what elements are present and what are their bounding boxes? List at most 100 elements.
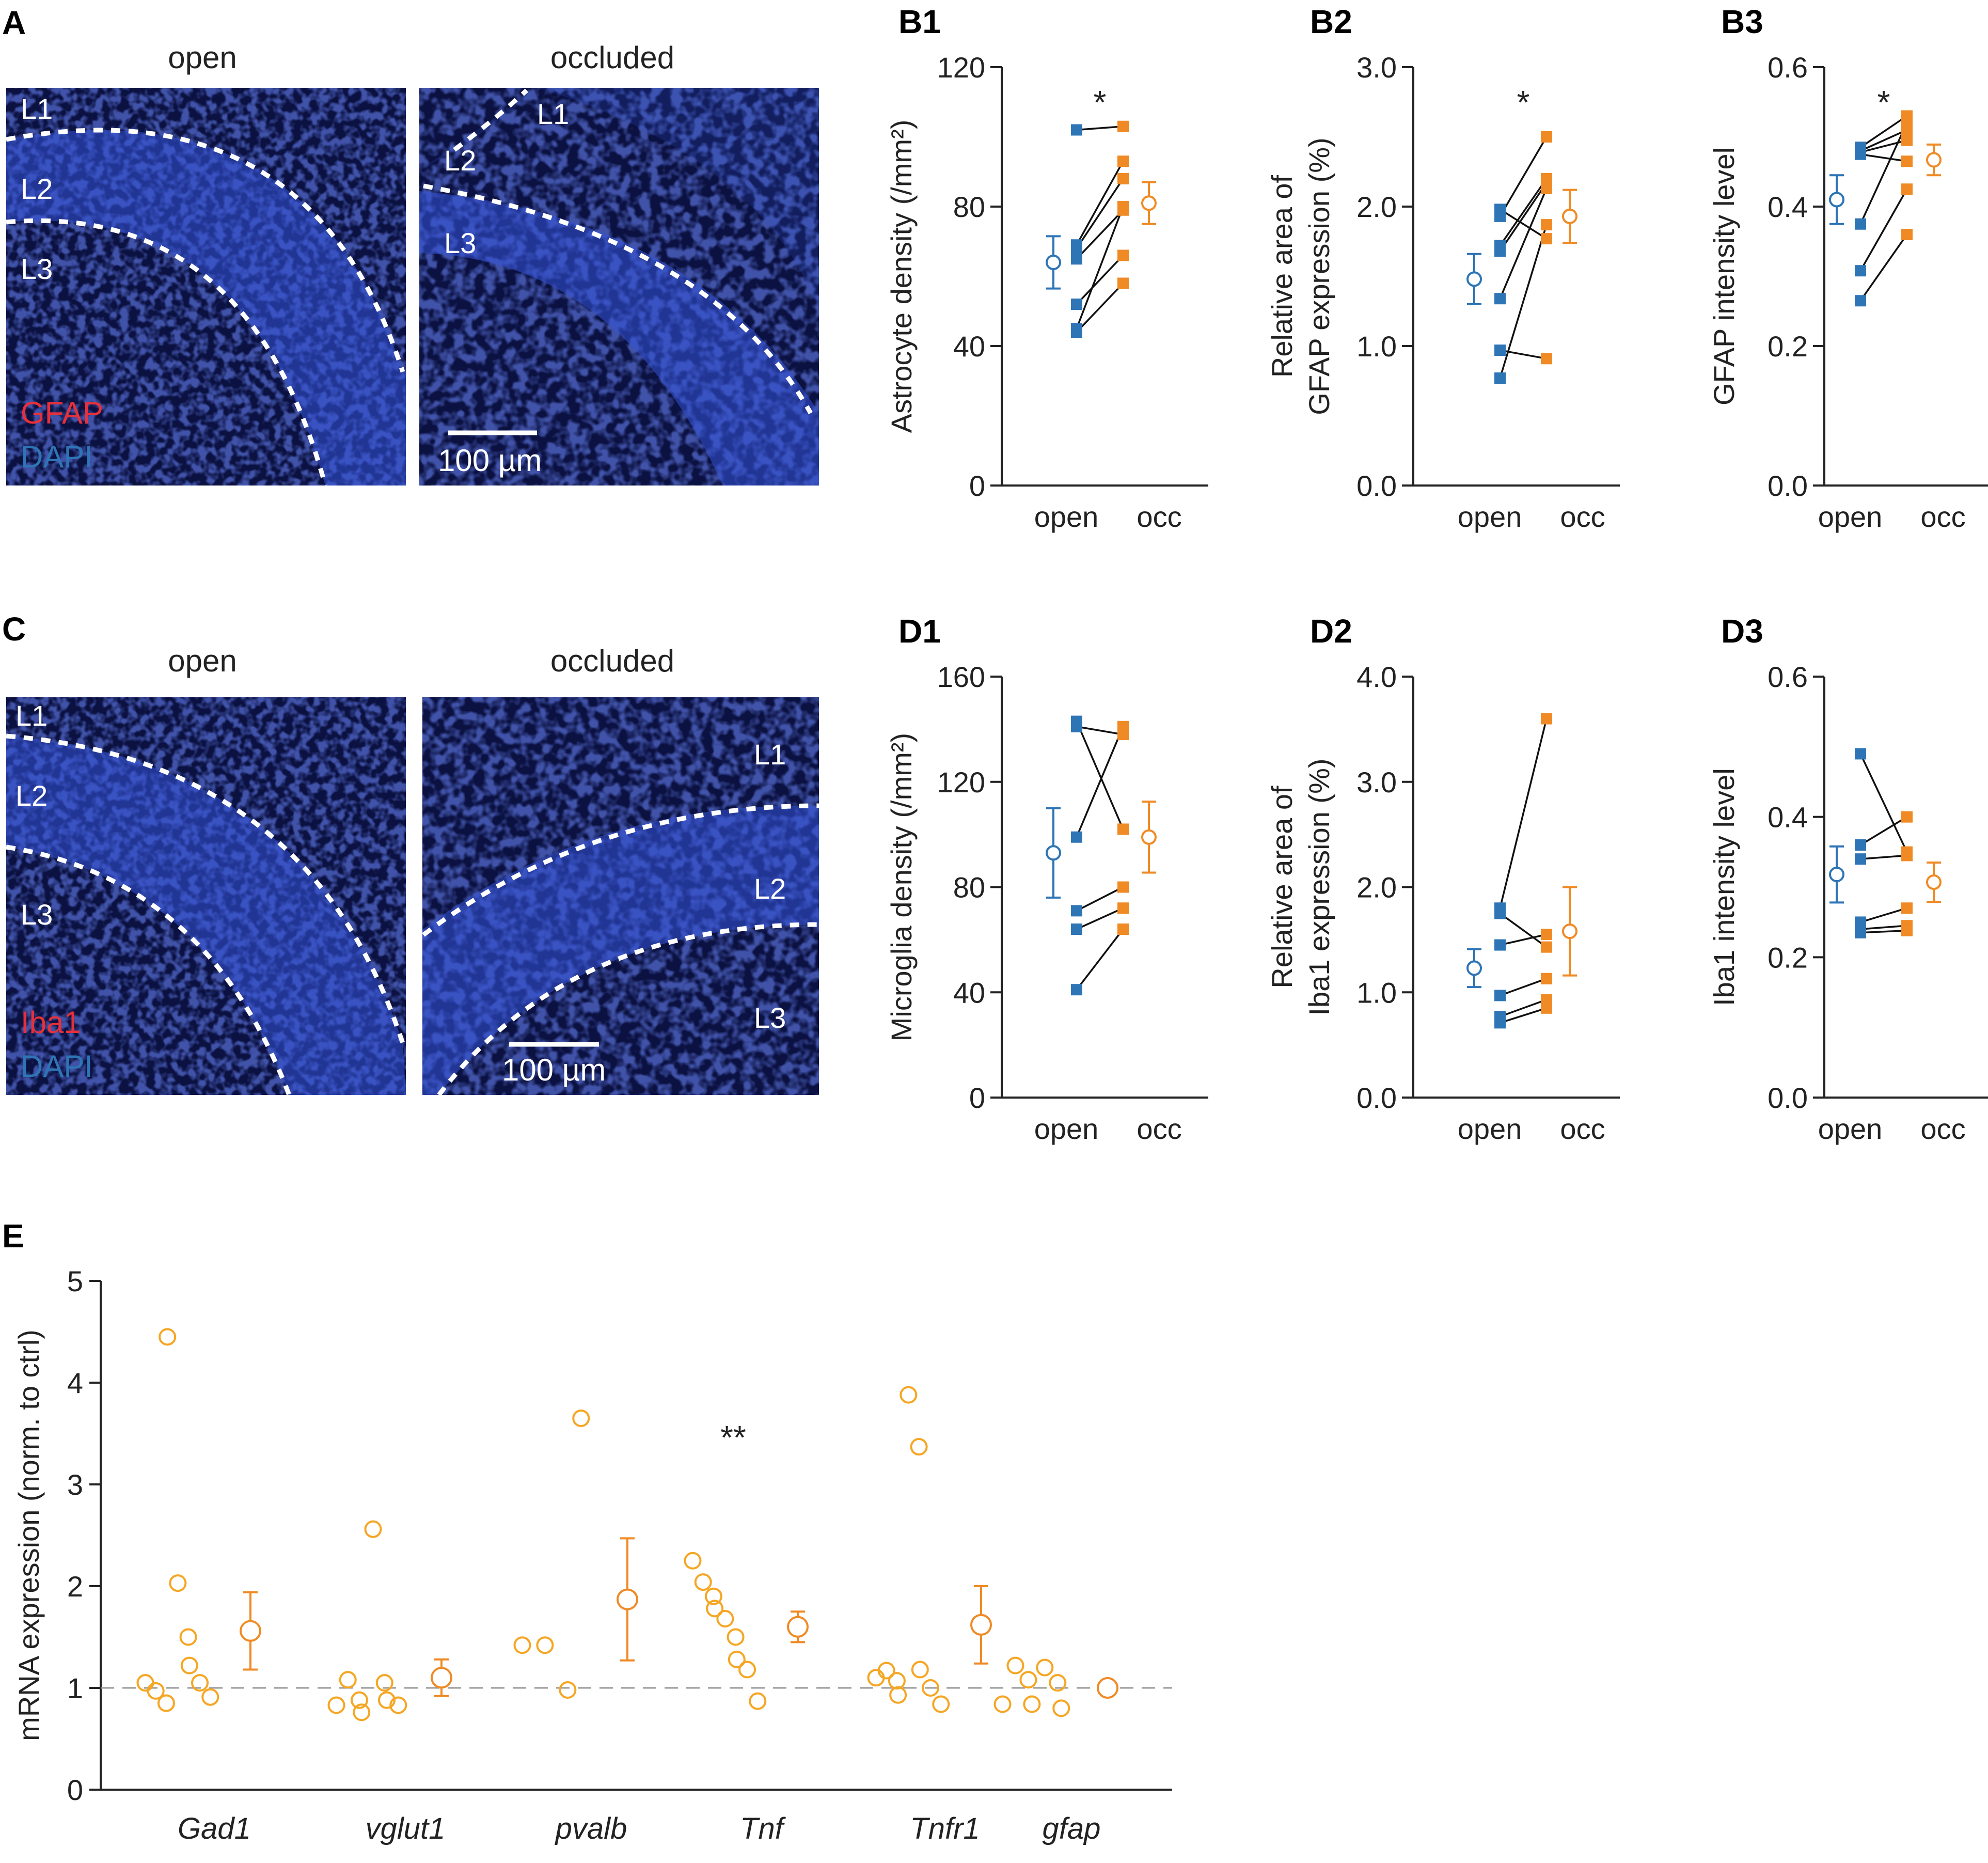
x-tick-label-d3-occ: occ: [1920, 1113, 1965, 1145]
chart-e: E 0 1 2 3 4 5 mRNA expression (norm. to ctrl) Ga…: [2, 1217, 1172, 1845]
x-tick-label-tnf: Tnf: [740, 1812, 786, 1845]
x-tick-label-pvalb: pvalb: [555, 1812, 627, 1845]
sample-point-tnf: [728, 1650, 746, 1668]
panel-c: C open occluded L1 L2 L3 Iba1 DAPI L1 L2…: [2, 610, 819, 1097]
pair-line-b2: [1500, 208, 1547, 240]
point-open-d3: [1855, 839, 1866, 851]
pair-line-d3: [1860, 929, 1907, 934]
chart-b1: B1 0 40 80 120 open occ Astrocyte density (/mm²…: [885, 3, 1208, 533]
sample-point-gfap: [1036, 1658, 1054, 1677]
pair-line-b3: [1859, 189, 1908, 272]
pair-line-b1: [1076, 209, 1124, 260]
pair-line-d1: [1076, 907, 1124, 930]
chart-d1: D1 0 40 80 120 160 open occ Microglia density (/…: [885, 613, 1208, 1145]
sample-point-tnfr1: [911, 1661, 929, 1679]
panel-letter-b2: B2: [1310, 3, 1352, 40]
pair-line-b1: [1076, 255, 1124, 305]
pair-line-b2: [1499, 136, 1548, 217]
sample-point-tnf: [706, 1600, 724, 1618]
pair-line-b3: [1860, 115, 1907, 148]
panel-c-occluded-title: occluded: [550, 644, 674, 678]
x-tick-label-d1-occ: occ: [1137, 1113, 1181, 1145]
sample-point-tnfr1: [889, 1686, 907, 1704]
point-open-d1: [1071, 923, 1082, 935]
pair-line-d1: [1076, 726, 1124, 735]
point-open-d1: [1071, 984, 1082, 996]
x-tick-label-b1-occ: occ: [1137, 500, 1181, 533]
point-occ-b2: [1541, 182, 1552, 194]
mean-marker-tnfr1: [970, 1614, 992, 1636]
significance-b2: *: [1517, 84, 1530, 121]
y-tick-label-b1: 120: [937, 51, 985, 84]
pair-line-d3: [1860, 854, 1907, 860]
point-occ-d2: [1541, 713, 1552, 725]
pair-line-b3: [1859, 233, 1908, 302]
y-tick-label-d1: 120: [937, 766, 985, 799]
sample-point-vglut1: [339, 1671, 357, 1689]
point-occ-b1: [1117, 173, 1129, 184]
micrograph-a-occluded: L1 L2 L3 100 µm: [419, 88, 819, 486]
sample-point-tnfr1: [888, 1672, 906, 1690]
sample-point-tnfr1: [910, 1438, 928, 1456]
panel-letter-d1: D1: [898, 613, 941, 650]
pair-line-d2: [1500, 998, 1547, 1017]
point-occ-b1: [1117, 155, 1129, 167]
sample-point-gad1: [191, 1674, 209, 1692]
y-tick-label-b2: 3.0: [1356, 51, 1397, 84]
x-tick-label-gfap: gfap: [1043, 1812, 1101, 1845]
pair-line-d1: [1076, 928, 1124, 991]
x-tick-label-vglut1: vglut1: [366, 1812, 446, 1845]
point-open-b2: [1494, 210, 1506, 222]
pair-line-b2: [1499, 178, 1548, 246]
y-tick-label-d2: 0.0: [1356, 1082, 1397, 1114]
y-axis-title-d2: Relative area of Iba1 expression (%): [1266, 758, 1335, 1015]
point-open-b3: [1855, 148, 1866, 160]
sample-point-tnfr1: [877, 1662, 895, 1680]
mean-marker-occ-b3: [1926, 152, 1942, 168]
y-tick-label-e: 5: [67, 1265, 83, 1297]
point-open-b1: [1071, 253, 1082, 265]
mean-marker-gad1: [240, 1620, 261, 1642]
pair-line-b1: [1076, 161, 1124, 246]
sample-point-gfap: [1023, 1695, 1041, 1713]
pair-line-b3: [1860, 129, 1907, 152]
sample-point-gad1: [179, 1628, 197, 1646]
sample-point-vglut1: [353, 1703, 371, 1721]
point-open-b3: [1855, 265, 1866, 277]
sample-point-gad1: [201, 1688, 219, 1706]
y-tick-label-d2: 2.0: [1356, 871, 1397, 904]
sample-point-tnf: [716, 1610, 734, 1628]
pair-line-d2: [1500, 978, 1547, 997]
mean-marker-tnf: [787, 1616, 809, 1638]
mean-marker-occ-d3: [1926, 874, 1942, 890]
point-open-d2: [1494, 1017, 1506, 1029]
sample-point-tnfr1: [932, 1695, 950, 1713]
y-axis-title-line-d2: Relative area of: [1266, 786, 1298, 989]
pair-line-d2: [1500, 1007, 1547, 1024]
point-occ-d1: [1117, 923, 1129, 935]
pair-line-b3: [1859, 122, 1908, 225]
y-tick-label-d3: 0.2: [1768, 941, 1808, 974]
sample-point-tnf: [749, 1692, 767, 1710]
point-occ-d1: [1117, 881, 1129, 893]
mean-marker-open-b3: [1829, 192, 1844, 208]
layer-label-a-occ-2: L2: [444, 144, 476, 177]
mean-marker-pvalb: [617, 1588, 638, 1610]
point-occ-b3: [1901, 155, 1913, 167]
point-occ-b3: [1901, 229, 1913, 240]
point-occ-d3: [1901, 850, 1913, 862]
y-tick-label-d1: 0: [969, 1082, 985, 1114]
y-tick-label-e: 2: [67, 1570, 83, 1603]
sample-point-vglut1: [378, 1691, 396, 1709]
micrograph-a-open: L1 L2 L3 GFAP DAPI: [6, 88, 406, 487]
sample-point-gfap: [1049, 1674, 1067, 1692]
point-occ-b1: [1117, 201, 1129, 212]
pair-line-d2: [1500, 933, 1547, 946]
point-occ-b3: [1901, 134, 1913, 146]
sample-point-tnf: [738, 1661, 756, 1679]
layer-label-c-occ-1: L1: [754, 738, 786, 771]
point-occ-d2: [1541, 941, 1552, 953]
sample-point-vglut1: [389, 1696, 407, 1714]
sample-point-pvalb: [513, 1636, 531, 1654]
panel-a: A open occluded L1 L2 L3 GFAP DAPI L1 L2…: [2, 4, 819, 487]
